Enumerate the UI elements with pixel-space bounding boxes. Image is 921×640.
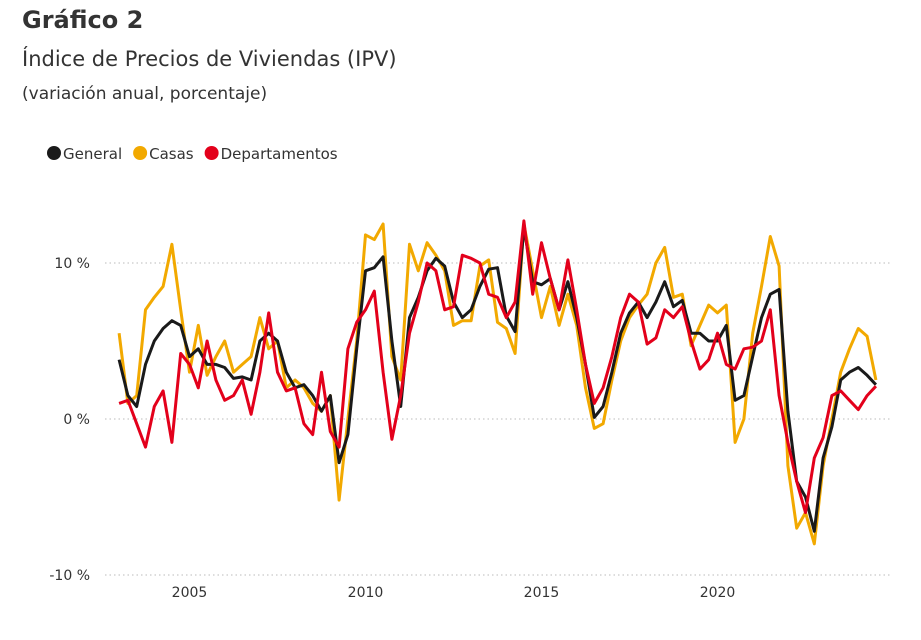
legend-label: Casas	[149, 145, 194, 163]
series-line	[118, 219, 877, 515]
y-tick-label: 10 %	[54, 256, 90, 272]
legend-label: Departamentos	[221, 145, 338, 163]
chart-title: Gráfico 2	[22, 6, 143, 34]
legend-marker	[204, 146, 219, 160]
legend-marker	[133, 146, 148, 160]
legend-label: General	[63, 145, 122, 163]
y-tick-label: 0 %	[63, 412, 90, 428]
x-tick-label: 2005	[172, 585, 208, 601]
x-tick-label: 2015	[524, 585, 560, 601]
chart-subtitle: Índice de Precios de Viviendas (IPV)	[22, 46, 397, 71]
legend-marker	[47, 146, 61, 160]
x-tick-label: 2020	[700, 585, 736, 601]
x-tick-label: 2010	[348, 585, 384, 601]
series-line	[117, 225, 877, 533]
series-line	[117, 222, 878, 546]
chart-note: (variación anual, porcentaje)	[22, 84, 267, 104]
y-tick-label: -10 %	[49, 568, 90, 584]
